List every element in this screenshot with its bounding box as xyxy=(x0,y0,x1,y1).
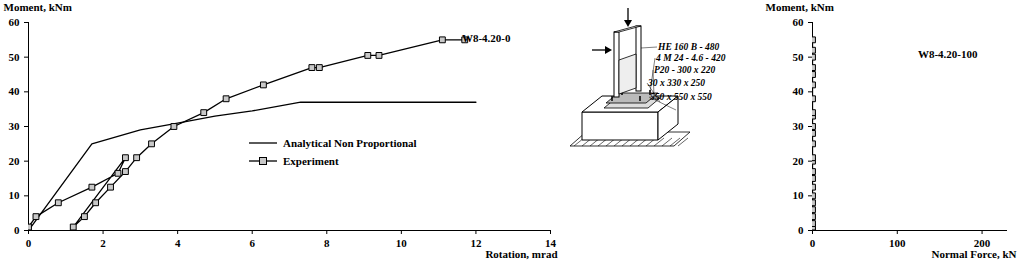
svg-text:P20 - 300 x 220: P20 - 300 x 220 xyxy=(654,65,715,75)
svg-text:Rotation, mrad: Rotation, mrad xyxy=(485,248,557,260)
svg-text:60: 60 xyxy=(9,16,21,28)
svg-text:4: 4 xyxy=(175,237,181,249)
svg-text:20: 20 xyxy=(9,155,21,167)
svg-text:6: 6 xyxy=(249,237,255,249)
svg-text:30: 30 xyxy=(793,120,805,132)
svg-text:0: 0 xyxy=(810,237,816,249)
svg-text:200: 200 xyxy=(973,237,991,250)
svg-text:40: 40 xyxy=(793,85,805,97)
svg-text:50: 50 xyxy=(9,51,21,63)
svg-text:60: 60 xyxy=(793,16,805,28)
svg-text:12: 12 xyxy=(470,237,482,249)
svg-text:10: 10 xyxy=(396,237,408,249)
svg-text:10: 10 xyxy=(793,189,805,201)
svg-text:Moment, kNm: Moment, kNm xyxy=(766,1,834,13)
svg-text:2: 2 xyxy=(100,237,106,249)
svg-text:0: 0 xyxy=(26,237,32,249)
svg-text:4 M 24 - 4.6 - 420: 4 M 24 - 4.6 - 420 xyxy=(655,53,726,63)
svg-text:8: 8 xyxy=(324,237,330,249)
svg-text:14: 14 xyxy=(545,237,556,250)
svg-text:W8-4.20-0: W8-4.20-0 xyxy=(462,32,511,44)
html-text:Analytical Non Proportional: Analytical Non Proportional xyxy=(283,137,417,149)
svg-text:100: 100 xyxy=(889,237,906,249)
svg-text:40: 40 xyxy=(9,85,21,97)
svg-text:HE 160 B - 480: HE 160 B - 480 xyxy=(657,42,719,52)
svg-text:Normal Force, kN: Normal Force, kN xyxy=(931,248,1016,260)
svg-text:0: 0 xyxy=(798,224,804,236)
svg-text:550 x 550 x 550: 550 x 550 x 550 xyxy=(650,92,712,102)
svg-text:0: 0 xyxy=(14,224,20,236)
svg-text:30 x 330 x 250: 30 x 330 x 250 xyxy=(647,78,705,88)
svg-text:Moment, kNm: Moment, kNm xyxy=(4,1,72,13)
svg-text:W8-4.20-100: W8-4.20-100 xyxy=(918,48,978,60)
svg-text:10: 10 xyxy=(9,189,21,201)
svg-text:20: 20 xyxy=(793,155,805,167)
html-text:Experiment: Experiment xyxy=(283,155,339,167)
svg-text:50: 50 xyxy=(793,51,805,63)
svg-text:30: 30 xyxy=(9,120,21,132)
